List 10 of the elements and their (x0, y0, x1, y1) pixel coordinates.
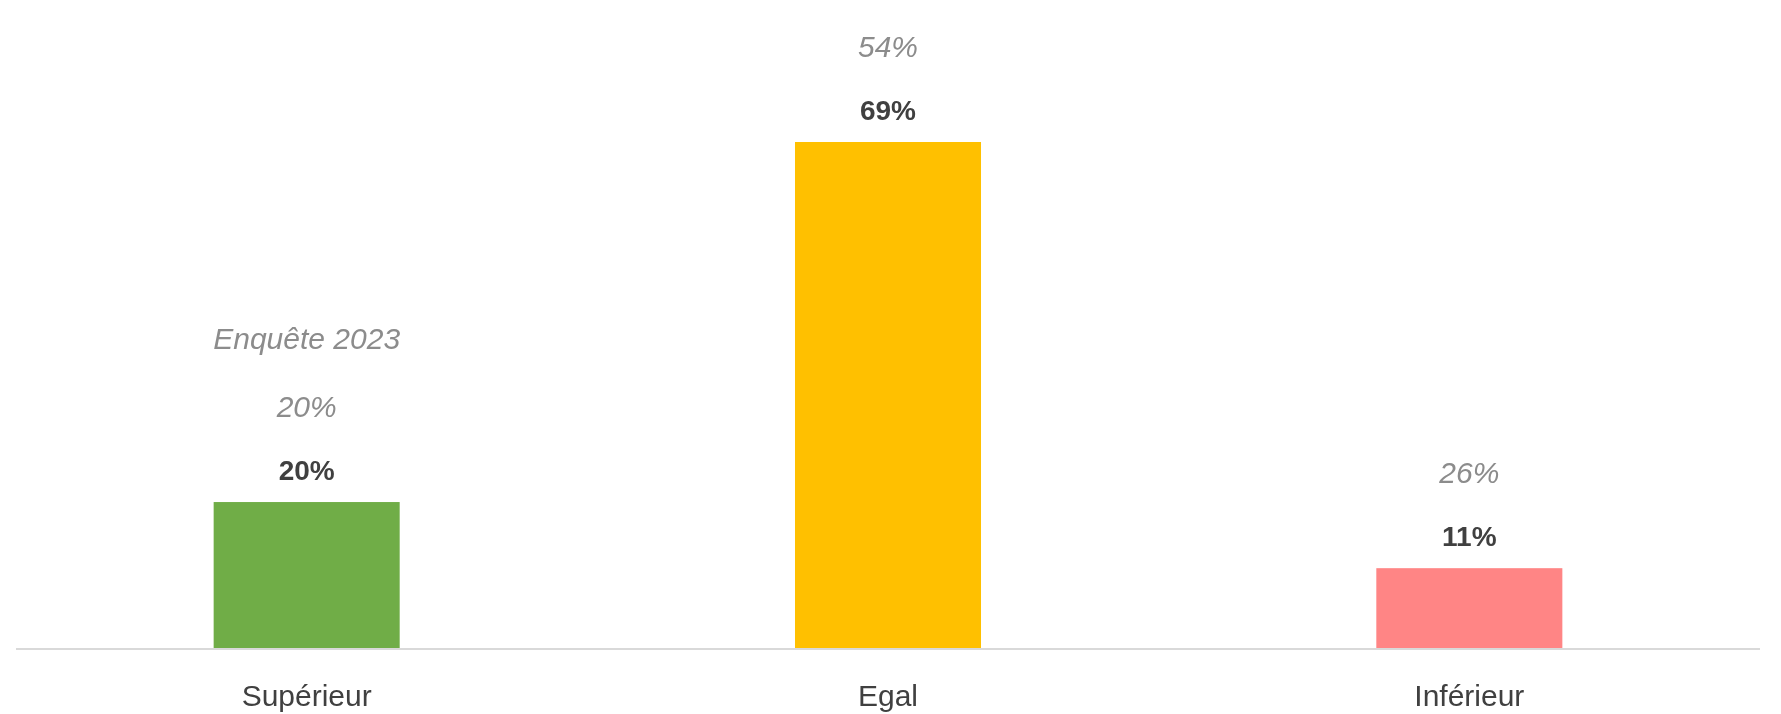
text: 54% (857, 30, 919, 63)
x-tick-label: Egal (857, 679, 919, 712)
x-tick-label: Supérieur (241, 679, 372, 712)
data-label: 69% (859, 95, 917, 126)
annotation: 20% (275, 390, 337, 424)
data-label: 11% (1442, 521, 1497, 553)
annotation: 26% (1438, 456, 1500, 490)
data-label: 20% (278, 455, 335, 487)
x-tick-label: Inférieur (1414, 679, 1525, 712)
annotation: Enquête 2023 (213, 322, 401, 356)
